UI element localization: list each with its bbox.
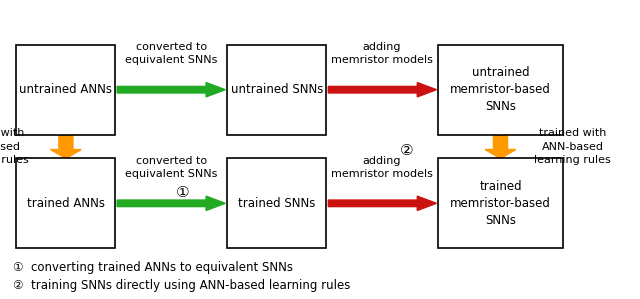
- FancyArrow shape: [117, 83, 225, 97]
- Text: untrained SNNs: untrained SNNs: [230, 83, 323, 96]
- Text: trained with
ANN-based
learning rules: trained with ANN-based learning rules: [0, 128, 29, 165]
- FancyArrow shape: [51, 135, 81, 158]
- Text: ①  converting trained ANNs to equivalent SNNs: ① converting trained ANNs to equivalent …: [13, 261, 293, 274]
- Bar: [227, 45, 326, 135]
- Bar: [16, 45, 115, 135]
- Bar: [227, 158, 326, 248]
- Bar: [438, 45, 563, 135]
- Text: trained with
ANN-based
learning rules: trained with ANN-based learning rules: [534, 128, 611, 165]
- Text: converted to
equivalent SNNs: converted to equivalent SNNs: [125, 42, 218, 65]
- Text: untrained
memristor-based
SNNs: untrained memristor-based SNNs: [451, 66, 551, 113]
- Text: trained SNNs: trained SNNs: [238, 197, 316, 210]
- FancyArrow shape: [485, 135, 516, 158]
- Text: ②  training SNNs directly using ANN-based learning rules: ② training SNNs directly using ANN-based…: [13, 279, 350, 292]
- Text: adding
memristor models: adding memristor models: [330, 42, 433, 65]
- Bar: [438, 158, 563, 248]
- Text: ①: ①: [175, 185, 189, 200]
- Text: ②: ②: [399, 144, 413, 158]
- Text: adding
memristor models: adding memristor models: [330, 156, 433, 179]
- Text: trained ANNs: trained ANNs: [27, 197, 104, 210]
- FancyArrow shape: [117, 196, 225, 210]
- Text: converted to
equivalent SNNs: converted to equivalent SNNs: [125, 156, 218, 179]
- FancyArrow shape: [328, 83, 436, 97]
- Text: untrained ANNs: untrained ANNs: [19, 83, 112, 96]
- Bar: [16, 158, 115, 248]
- Text: trained
memristor-based
SNNs: trained memristor-based SNNs: [451, 180, 551, 227]
- FancyArrow shape: [328, 196, 436, 210]
